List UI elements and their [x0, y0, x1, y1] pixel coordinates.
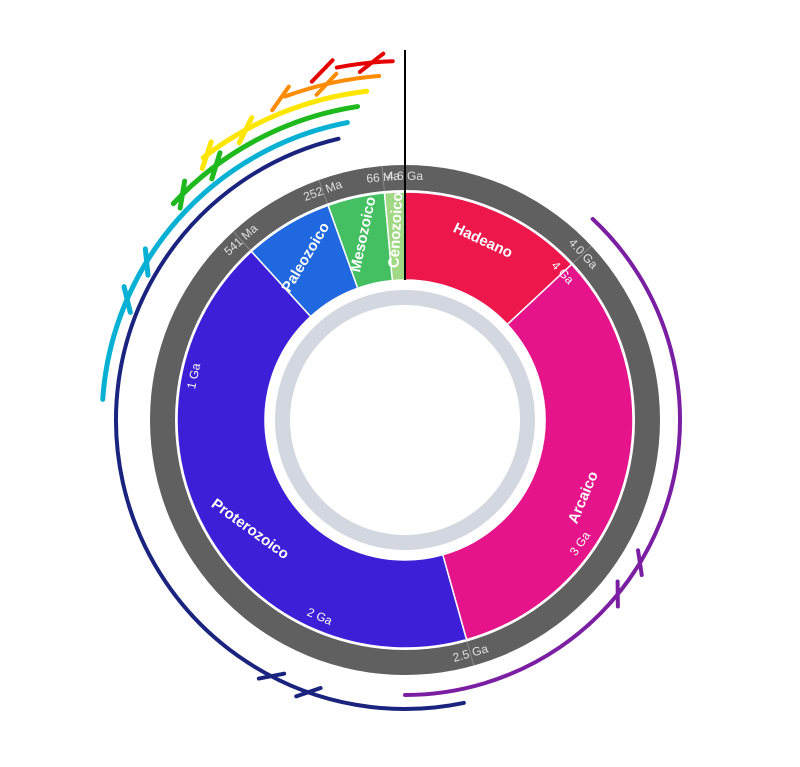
event-tick: [638, 550, 642, 575]
event-tick: [272, 87, 289, 111]
event-tick: [180, 181, 184, 208]
time-mark: 66 Ma: [366, 169, 401, 186]
event-tick: [145, 249, 148, 275]
event-tick: [259, 674, 284, 679]
geologic-clock: HadeanoArcaicoProterozoicoPaleozoicoMeso…: [0, 0, 800, 767]
inner-ring: [275, 290, 535, 550]
